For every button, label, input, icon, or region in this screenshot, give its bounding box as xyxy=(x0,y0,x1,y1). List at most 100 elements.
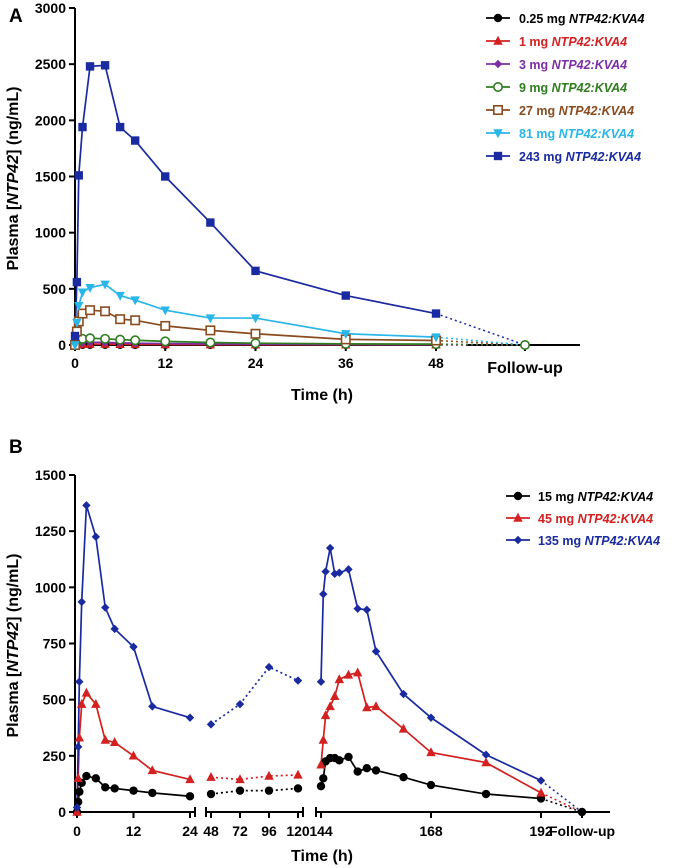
panel-a-data-point xyxy=(74,301,84,311)
panel-a-followup-label: Follow-up xyxy=(487,360,563,377)
panel-a-legend-label: 1 mg NTP42:KVA4 xyxy=(519,35,627,49)
panel-a-data-point xyxy=(130,335,141,346)
panel-a-legend-dose: 9 mg xyxy=(519,81,552,95)
panel-b-data-point xyxy=(335,568,344,577)
panel-b-y-tick-label: 500 xyxy=(43,692,67,708)
panel-b-x-tick-label: 168 xyxy=(419,823,443,839)
panel-a-data-point xyxy=(85,333,96,344)
panel-a-data-point xyxy=(115,122,125,132)
panel-b-series-line-seg2 xyxy=(210,666,299,726)
panel-a-data-point xyxy=(72,277,82,287)
panel-b-data-point xyxy=(371,701,381,711)
panel-a-data-point xyxy=(160,336,171,347)
panel-b-data-point xyxy=(91,532,101,541)
panel-b-legend-label: 135 mg NTP42:KVA4 xyxy=(538,534,660,548)
panel-b-label: B xyxy=(9,437,23,458)
panel-a-data-point xyxy=(160,320,171,331)
panel-a-data-point xyxy=(431,309,441,318)
panel-b-y-title-pre: Plasma [ xyxy=(5,671,22,737)
panel-a-legend-label: 27 mg NTP42:KVA4 xyxy=(519,104,634,118)
panel-b-data-point xyxy=(330,569,339,579)
panel-b-x-tick-label: 24 xyxy=(182,823,198,839)
panel-b-data-point xyxy=(264,662,274,672)
panel-b-data-point xyxy=(206,789,216,799)
panel-a-followup-link xyxy=(435,312,526,346)
panel-b-legend-drug: NTP42:KVA4 xyxy=(578,490,654,504)
panel-b-data-point xyxy=(481,789,491,799)
panel-b-data-point xyxy=(319,774,328,783)
panel-b-data-point xyxy=(73,773,83,782)
panel-b-data-point xyxy=(536,776,546,785)
panel-b-legend-dose: 15 mg xyxy=(538,490,578,504)
panel-b-data-point xyxy=(316,759,326,769)
panel-a-y-tick-label: 1000 xyxy=(35,225,66,241)
panel-a-data-point xyxy=(70,341,80,351)
panel-b-data-point xyxy=(206,771,216,781)
panel-b-x-tick-label: 120 xyxy=(286,823,310,839)
panel-a-data-point xyxy=(341,291,350,300)
panel-b-data-point xyxy=(318,734,328,744)
panel-b-data-point xyxy=(235,699,245,709)
panel-b-y-tick-label: 1000 xyxy=(35,579,66,595)
panel-b-data-point xyxy=(426,747,436,757)
panel-b-data-point xyxy=(426,780,436,790)
panel-b-data-point xyxy=(399,689,408,699)
panel-b-data-point xyxy=(334,674,345,684)
panel-a-data-point xyxy=(431,333,441,343)
panel-a-legend-marker xyxy=(492,82,503,93)
panel-a-data-point xyxy=(100,280,110,290)
panel-a-legend-label: 9 mg NTP42:KVA4 xyxy=(519,81,627,95)
panel-b-data-point xyxy=(362,605,372,614)
panel-b-data-point xyxy=(147,765,158,775)
panel-b-legend-label: 45 mg NTP42:KVA4 xyxy=(538,512,653,526)
panel-b-x-tick-label: 144 xyxy=(309,823,333,839)
panel-a-data-point xyxy=(100,61,110,70)
panel-b-y-tick-label: 0 xyxy=(58,804,66,820)
panel-a-legend-drug: NTP42:KVA4 xyxy=(566,150,642,164)
panel-b-data-point xyxy=(335,756,344,765)
panel-b-data-point xyxy=(481,750,491,759)
panel-b-data-point xyxy=(293,769,303,779)
panel-a-data-point xyxy=(85,284,95,293)
panel-b-data-point xyxy=(101,783,110,792)
panel-b-y-tick-label: 1250 xyxy=(35,523,66,539)
panel-b-data-point xyxy=(91,774,101,783)
panel-a-legend-dose: 3 mg xyxy=(519,58,552,72)
panel-a-legend-dose: 81 mg xyxy=(519,127,559,141)
panel-b-series-line-seg1 xyxy=(76,505,191,808)
panel-b-data-point xyxy=(82,501,91,510)
panel-b-x-title: Time (h) xyxy=(291,848,353,865)
panel-b-data-point xyxy=(371,647,381,656)
panel-a-legend-dose: 27 mg xyxy=(519,104,559,118)
panel-b-data-point xyxy=(362,763,372,773)
panel-a-legend-label: 3 mg NTP42:KVA4 xyxy=(519,58,627,72)
panel-a-x-tick-label: 48 xyxy=(428,355,444,371)
panel-b-data-point xyxy=(319,589,328,599)
panel-a-data-point xyxy=(85,305,96,316)
panel-a-data-point xyxy=(206,218,215,227)
panel-a-y-title-em: NTP42 xyxy=(5,155,22,205)
panel-b-x-tick-label: 192 xyxy=(529,823,553,839)
panel-a-data-point xyxy=(78,122,87,132)
panel-a-data-point xyxy=(72,318,82,328)
panel-a-legend-drug: NTP42:KVA4 xyxy=(559,127,635,141)
panel-a-data-point xyxy=(77,288,88,298)
panel-b-data-point xyxy=(320,710,331,720)
panel-a-y-tick-label: 2500 xyxy=(35,56,66,72)
panel-a-x-tick-label: 0 xyxy=(71,355,79,371)
panel-b-data-point xyxy=(316,781,326,791)
panel-a-followup-point xyxy=(519,339,530,350)
panel-b-x-tick-label: 96 xyxy=(261,823,277,839)
panel-a-legend-marker xyxy=(493,13,503,23)
panel-b-legend-dose: 135 mg xyxy=(538,534,585,548)
panel-b-legend-marker xyxy=(513,535,523,545)
panel-b-series-line-seg2 xyxy=(210,787,299,795)
panel-a-legend-label: 81 mg NTP42:KVA4 xyxy=(519,127,634,141)
panel-b-data-point xyxy=(75,677,84,686)
panel-a-y-tick-label: 3000 xyxy=(35,0,66,16)
panel-b-data-point xyxy=(362,702,372,712)
panel-a-label: A xyxy=(9,6,23,27)
panel-b-data-point xyxy=(343,669,354,679)
panel-b-x-tick-label: 12 xyxy=(126,823,142,839)
panel-b-legend-dose: 45 mg xyxy=(538,512,578,526)
